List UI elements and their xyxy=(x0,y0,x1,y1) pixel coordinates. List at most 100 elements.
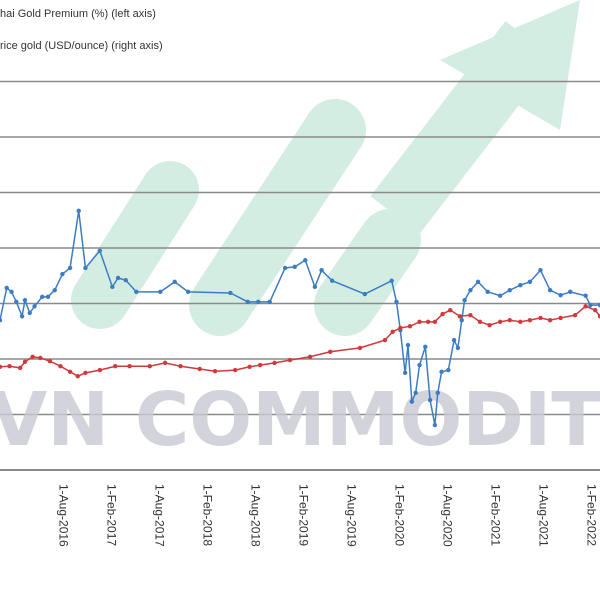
premium-data-point xyxy=(14,299,19,305)
gold-price-data-point xyxy=(448,307,453,313)
gold-price-data-point xyxy=(127,364,132,369)
gold-price-data-point xyxy=(390,329,395,335)
premium-data-point xyxy=(462,297,467,303)
premium-data-point xyxy=(245,299,250,305)
gold-price-data-point xyxy=(30,354,35,359)
gold-price-data-point xyxy=(47,359,53,364)
premium-data-point xyxy=(303,258,308,263)
gold-price-data-point xyxy=(477,319,483,325)
premium-data-point xyxy=(97,248,103,253)
premium-data-point xyxy=(389,278,394,283)
premium-data-point xyxy=(547,287,553,293)
premium-data-point xyxy=(256,299,261,305)
premium-data-point xyxy=(76,208,81,214)
premium-data-point xyxy=(394,299,399,305)
premium-data-point xyxy=(52,287,57,293)
gold-price-data-point xyxy=(58,364,63,369)
x-tick-label: 1-Feb-2018 xyxy=(200,484,215,547)
gold-price-data-point xyxy=(212,369,218,374)
premium-data-point xyxy=(228,290,233,296)
premium-data-point xyxy=(22,297,28,303)
x-tick-label: 1-Aug-2019 xyxy=(344,484,359,547)
legend-premium: hai Gold Premium (%) (left axis) xyxy=(0,8,156,20)
gold-price-data-point xyxy=(547,317,553,323)
gold-price-data-point xyxy=(538,315,543,321)
watermark-text: VN COMMODITIES xyxy=(0,377,600,463)
premium-data-point xyxy=(60,271,65,277)
gold-price-data-point xyxy=(328,349,333,354)
gold-price-data-point xyxy=(17,365,23,371)
premium-data-point xyxy=(527,279,533,285)
gold-price-data-point xyxy=(518,319,523,325)
gold-price-data-point xyxy=(257,362,263,368)
gold-price-data-point xyxy=(113,364,118,369)
premium-data-point xyxy=(597,302,600,308)
gold-price-data-point xyxy=(425,319,431,325)
premium-data-point xyxy=(439,369,444,374)
gold-price-data-point xyxy=(593,307,598,313)
series-layer xyxy=(0,208,600,428)
premium-data-point xyxy=(568,289,573,295)
premium-data-point xyxy=(40,294,45,300)
gold-price-data-point xyxy=(162,360,168,366)
premium-data-point xyxy=(329,278,335,283)
premium-data-point xyxy=(435,390,440,396)
x-tick-label: 1-Aug-2017 xyxy=(152,484,167,547)
gold-price-data-point xyxy=(97,367,103,373)
premium-data-point xyxy=(32,304,37,309)
gold-price-data-point xyxy=(75,374,80,379)
premium-data-point xyxy=(185,289,191,295)
gold-price-data-point xyxy=(38,355,43,361)
gold-price-data-point xyxy=(527,317,533,323)
premium-data-point xyxy=(451,337,457,343)
gold-price-data-point xyxy=(247,364,252,369)
gold-price-data-point xyxy=(558,315,563,321)
x-tick-label: 1-Feb-2017 xyxy=(104,484,119,547)
legend-gold-price: rice gold (USD/ounce) (right axis) xyxy=(0,40,163,52)
gold-price-data-point xyxy=(357,345,363,351)
premium-data-point xyxy=(45,294,51,300)
premium-data-point xyxy=(475,279,481,285)
premium-data-point xyxy=(282,265,288,271)
x-tick-label: 1-Feb-2022 xyxy=(584,484,599,547)
gold-price-data-point xyxy=(468,312,473,318)
premium-data-point xyxy=(0,317,3,323)
gold-price-data-point xyxy=(83,370,88,376)
gold-price-data-point xyxy=(407,324,413,329)
gold-price-data-point xyxy=(487,322,492,328)
x-tick-label: 1-Aug-2020 xyxy=(440,484,455,547)
gold-price-data-point xyxy=(7,364,12,369)
premium-data-point xyxy=(558,292,563,298)
premium-data-point xyxy=(588,302,593,308)
gold-price-data-point xyxy=(497,319,503,325)
premium-data-point xyxy=(9,289,14,295)
x-tick-label: 1-Aug-2018 xyxy=(248,484,263,547)
premium-data-point xyxy=(518,282,523,288)
gridlines xyxy=(0,80,600,471)
gold-price-data-point xyxy=(307,354,313,359)
premium-data-point xyxy=(409,399,415,404)
gold-price-data-point xyxy=(507,317,512,323)
gold-price-data-point xyxy=(147,364,152,369)
gold-price-data-point xyxy=(0,364,3,369)
premium-data-point xyxy=(319,268,324,273)
premium-data-point xyxy=(67,265,73,271)
premium-data-point xyxy=(423,344,428,349)
gold-price-data-point xyxy=(178,364,183,369)
x-tick-label: 1-Aug-2016 xyxy=(56,484,71,547)
gold-price-data-point xyxy=(287,357,293,363)
premium-data-point xyxy=(362,291,367,297)
premium-data-point xyxy=(292,264,297,270)
premium-data-point xyxy=(468,287,473,293)
gold-price-data-point xyxy=(382,337,388,343)
premium-data-point xyxy=(485,289,490,295)
premium-data-point xyxy=(134,289,139,295)
premium-data-point xyxy=(19,314,25,319)
x-tick-label: 1-Aug-2021 xyxy=(536,484,551,547)
gold-price-data-point xyxy=(572,312,578,318)
gold-price-data-point xyxy=(233,367,238,373)
premium-data-point xyxy=(110,284,115,290)
gold-price-data-point xyxy=(432,319,438,325)
premium-data-point xyxy=(83,265,88,271)
